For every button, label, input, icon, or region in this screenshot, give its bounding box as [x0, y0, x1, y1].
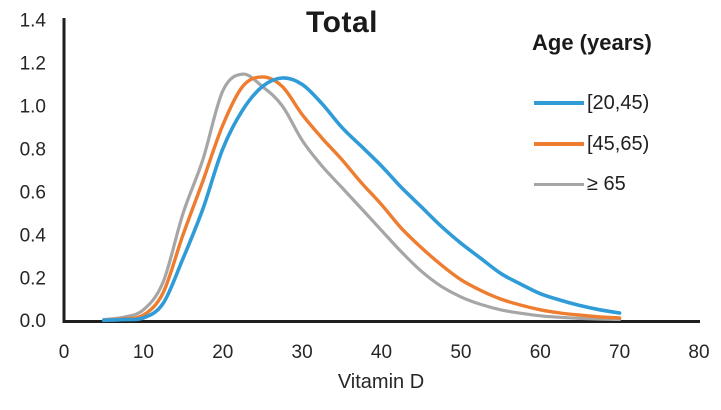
chart-title: Total — [306, 6, 378, 39]
y-tick-label: 0.4 — [20, 225, 47, 246]
x-tick-label: 50 — [450, 342, 471, 363]
y-tick-label: 1.4 — [20, 11, 47, 32]
x-tick-label: 80 — [688, 342, 709, 363]
x-axis-title: Vitamin D — [337, 371, 425, 393]
x-tick-label: 40 — [371, 342, 392, 363]
line-age-65-plus — [102, 72, 622, 322]
line-age-20-45 — [101, 76, 622, 323]
x-tick-label: 10 — [133, 342, 154, 363]
y-tick-label: 1.0 — [20, 97, 46, 118]
y-tick-label: 0.0 — [20, 311, 46, 332]
x-tick-label: 30 — [292, 342, 313, 363]
y-tick-label: 0.2 — [20, 268, 46, 289]
x-tick-label: 0 — [59, 342, 70, 363]
x-tick-label: 70 — [609, 342, 630, 363]
axes — [62, 18, 700, 323]
line-age-45-65 — [102, 75, 622, 322]
y-tick-label: 1.2 — [20, 54, 46, 75]
x-tick-label: 60 — [530, 342, 551, 363]
x-tick-label: 20 — [212, 342, 233, 363]
y-tick-label: 0.8 — [20, 139, 46, 160]
y-tick-label: 0.6 — [20, 182, 46, 203]
